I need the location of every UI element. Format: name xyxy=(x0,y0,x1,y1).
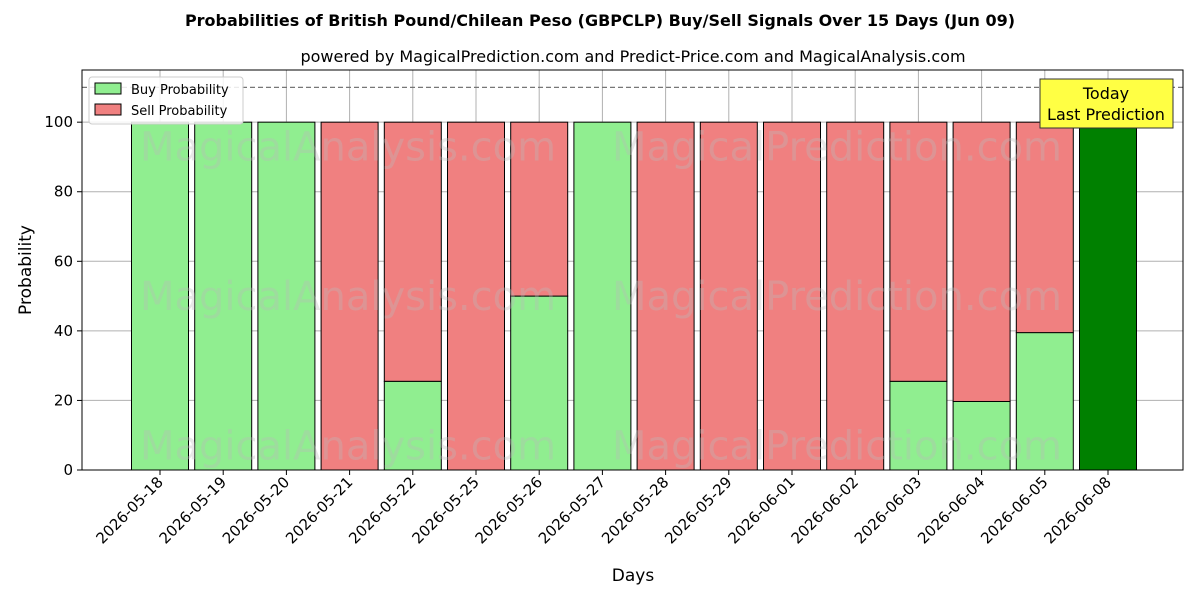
legend-box xyxy=(88,76,244,125)
x-tick-label: 2026-05-28 xyxy=(598,473,672,547)
sell-bar-2026-05-22 xyxy=(383,121,442,382)
y-tick-label: 20 xyxy=(54,391,73,409)
buy-bar-2026-06-08 xyxy=(1079,121,1137,471)
x-tick-label: 2026-05-27 xyxy=(535,473,609,547)
sell-bar-2026-06-04 xyxy=(952,121,1011,402)
x-tick-label: 2026-05-29 xyxy=(661,473,735,547)
watermark-text: MagicalAnalysis.com xyxy=(140,424,556,470)
legend-swatch-buy xyxy=(94,82,122,95)
buy-bar-2026-06-03 xyxy=(889,380,948,471)
sell-bar-2026-05-21 xyxy=(320,121,379,471)
x-tick-label: 2026-06-03 xyxy=(851,473,925,547)
x-tick-label: 2026-05-26 xyxy=(472,473,546,547)
plot-frame xyxy=(81,69,1184,471)
sell-bar-2026-06-01 xyxy=(763,121,821,471)
y-tick-label: 80 xyxy=(54,183,73,201)
sell-bar-2026-06-05 xyxy=(1015,121,1074,334)
y-tick-label: 40 xyxy=(54,322,73,340)
x-tick-label: 2026-06-04 xyxy=(914,473,988,547)
x-tick-label: 2026-05-19 xyxy=(156,473,230,547)
chart-title: Probabilities of British Pound/Chilean P… xyxy=(185,11,1015,30)
legend-label-sell: Sell Probability xyxy=(131,104,228,119)
annotation-line-2: Last Prediction xyxy=(1047,105,1165,124)
buy-bar-2026-05-22 xyxy=(383,380,442,471)
x-axis-label: Days xyxy=(612,566,655,586)
today-annotation: Today Last Prediction xyxy=(1039,78,1174,129)
legend-label-buy: Buy Probability xyxy=(131,83,229,98)
annotation-box xyxy=(1039,78,1174,129)
x-axis-ticks: 2026-05-182026-05-192026-05-202026-05-21… xyxy=(92,470,1115,547)
watermark-text: MagicalPrediction.com xyxy=(612,274,1062,320)
sell-bar-2026-06-02 xyxy=(826,121,885,471)
watermark-text: MagicalAnalysis.com xyxy=(140,274,556,320)
x-tick-label: 2026-06-05 xyxy=(977,473,1051,547)
x-tick-label: 2026-05-21 xyxy=(282,473,356,547)
sell-bar-2026-06-03 xyxy=(889,121,948,382)
y-axis-ticks: 0 20 40 60 80 100 xyxy=(44,113,82,479)
x-tick-label: 2026-06-02 xyxy=(788,473,862,547)
chart-subtitle: powered by MagicalPrediction.com and Pre… xyxy=(300,47,965,66)
y-tick-label: 60 xyxy=(54,252,73,270)
y-tick-label: 100 xyxy=(44,113,73,131)
x-tick-label: 2026-05-22 xyxy=(345,473,419,547)
y-axis-label: Probability xyxy=(16,225,36,315)
sell-bar-2026-05-28 xyxy=(636,121,695,471)
buy-bar-2026-06-05 xyxy=(1015,332,1074,471)
watermark-text: MagicalAnalysis.com xyxy=(140,125,556,171)
sell-bar-2026-05-29 xyxy=(699,121,758,471)
watermark-text: MagicalPrediction.com xyxy=(612,424,1062,470)
buy-bar-2026-06-04 xyxy=(952,400,1011,471)
x-tick-label: 2026-06-08 xyxy=(1040,473,1114,547)
sell-bar-2026-05-25 xyxy=(447,121,505,471)
watermark-text: MagicalPrediction.com xyxy=(612,125,1062,171)
x-tick-label: 2026-05-25 xyxy=(408,473,482,547)
y-tick-label: 0 xyxy=(63,461,73,479)
legend: Buy Probability Sell Probability xyxy=(88,76,244,125)
buy-bar-2026-05-20 xyxy=(257,121,316,471)
annotation-line-1: Today xyxy=(1082,84,1129,103)
x-tick-label: 2026-06-01 xyxy=(724,473,798,547)
bars xyxy=(131,121,1137,471)
watermarks: MagicalAnalysis.com MagicalPrediction.com… xyxy=(140,125,1062,470)
x-tick-label: 2026-05-20 xyxy=(219,473,293,547)
legend-swatch-sell xyxy=(94,103,122,116)
sell-bar-2026-05-26 xyxy=(510,121,569,297)
buy-bar-2026-05-27 xyxy=(573,121,632,471)
x-tick-label: 2026-05-18 xyxy=(92,473,166,547)
